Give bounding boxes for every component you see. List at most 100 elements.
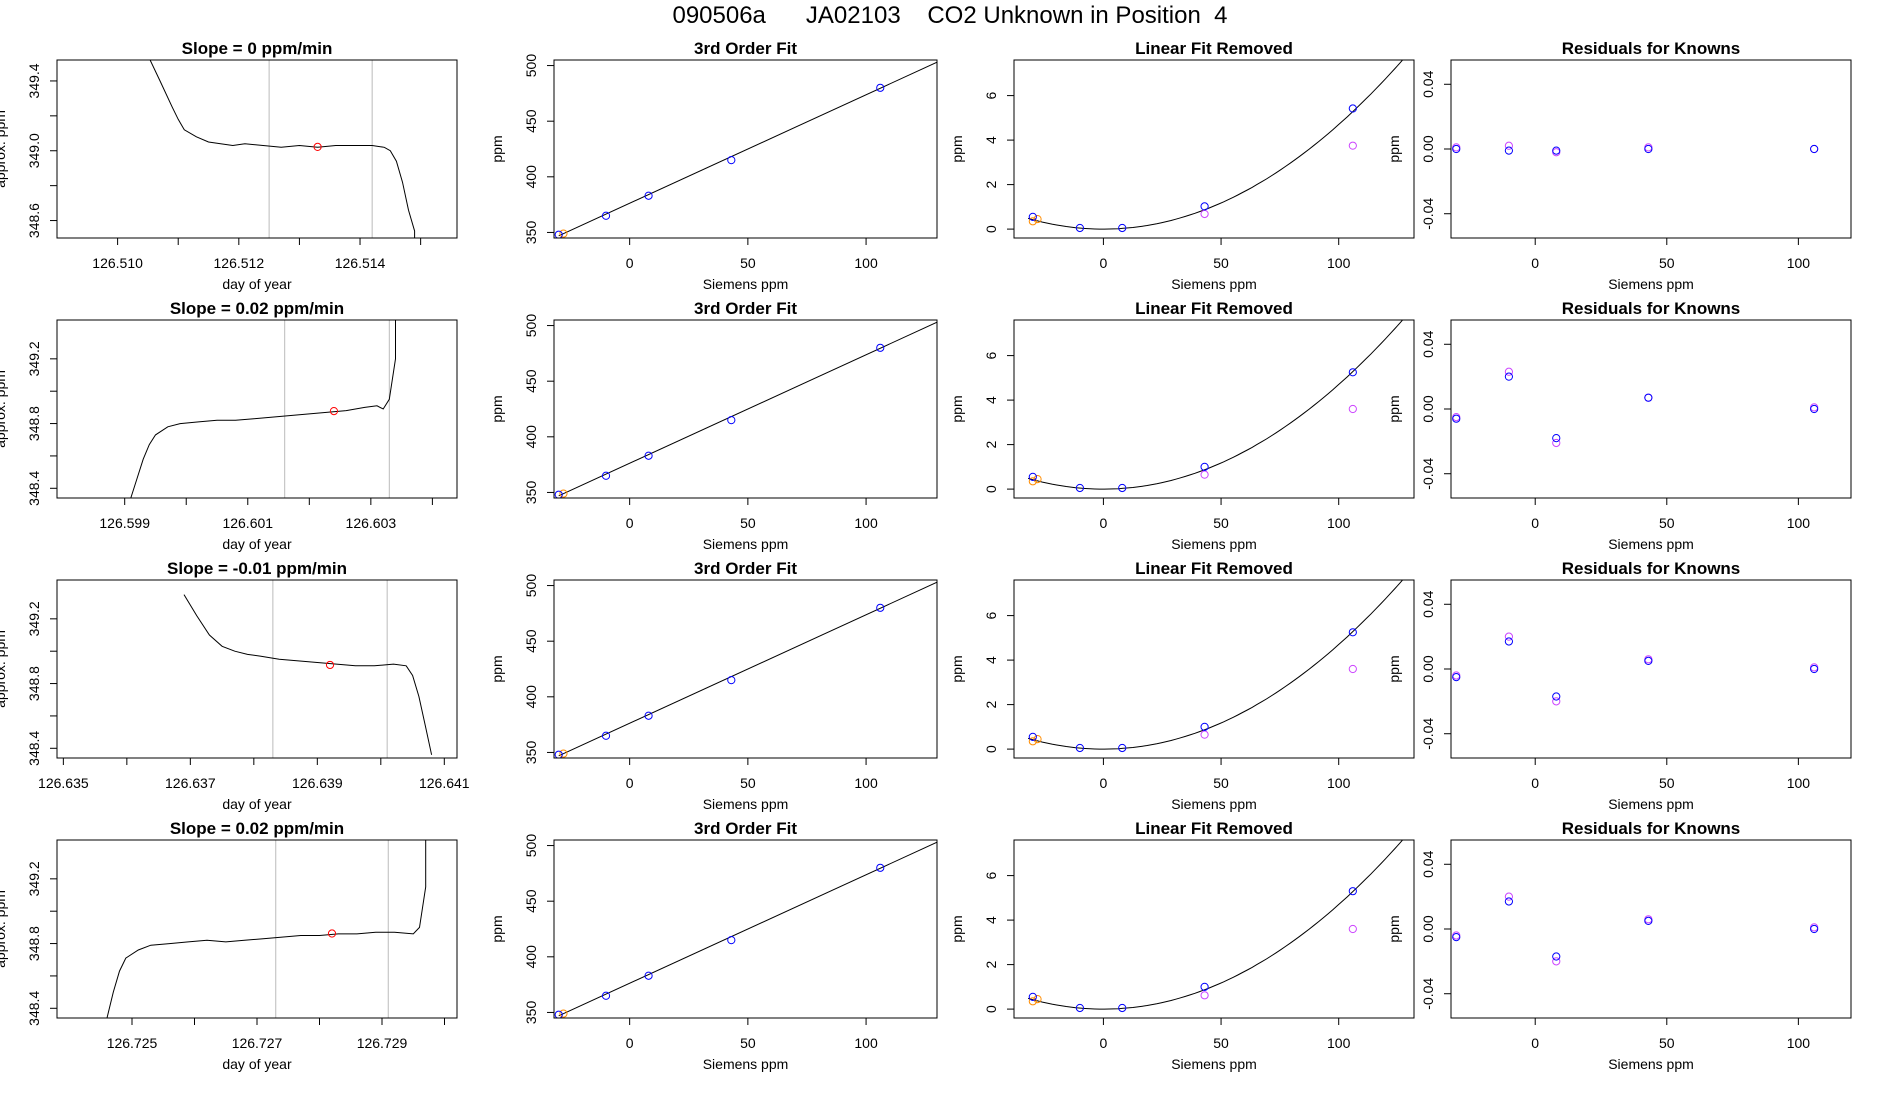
x-axis-label: Siemens ppm <box>703 536 789 552</box>
x-tick-label: 100 <box>1327 775 1351 791</box>
fit-line <box>558 841 937 1017</box>
x-axis-label: Siemens ppm <box>1171 276 1257 292</box>
x-tick-label: 50 <box>740 255 756 271</box>
x-tick-label: 0 <box>626 255 634 271</box>
standard-point <box>601 471 611 480</box>
x-tick-label: 126.601 <box>222 515 273 531</box>
y-axis-label: ppm <box>1386 395 1402 422</box>
y-tick-label: 348.4 <box>26 991 42 1026</box>
panel-2-2: 3rd Order Fit Siemens ppm ppm 0 50 100 350 400 4… <box>489 299 938 552</box>
series-trace <box>149 60 416 238</box>
panel-title: Linear Fit Removed <box>1135 819 1293 838</box>
standard-point <box>1810 924 1819 934</box>
fitted-point <box>1504 367 1513 376</box>
standard-point <box>1644 393 1653 402</box>
y-tick-label: 0.00 <box>1420 395 1436 422</box>
x-tick-label: 100 <box>1327 515 1351 531</box>
title-tank-id: JA02103 <box>805 2 901 29</box>
y-axis-label: ppm <box>489 655 505 682</box>
standard-point <box>554 750 563 758</box>
fitted-point <box>1200 730 1209 739</box>
x-tick-label: 0 <box>1100 515 1108 531</box>
x-tick-label: 50 <box>1659 255 1675 271</box>
first-standard-point <box>1033 474 1042 484</box>
x-tick-label: 126.512 <box>214 255 265 271</box>
y-tick-label: 4 <box>983 396 999 404</box>
x-tick-label: 50 <box>1213 775 1229 791</box>
y-tick-label: 0.04 <box>1420 330 1436 357</box>
y-tick-label: 6 <box>983 611 999 619</box>
x-tick-label: 100 <box>854 1035 878 1051</box>
standard-point <box>876 863 885 872</box>
standard-point <box>1552 692 1561 701</box>
fitted-point <box>1552 957 1561 966</box>
fit-curve <box>1027 60 1404 230</box>
panel-1-2: 3rd Order Fit Siemens ppm ppm 0 50 100 350 400 4… <box>489 39 938 292</box>
panel-frame <box>1450 579 1852 759</box>
panel-frame <box>1013 319 1415 499</box>
y-tick-label: 400 <box>523 685 539 709</box>
panel-3-4: Residuals for Knowns Siemens ppm ppm 0 50 100… <box>1386 559 1852 812</box>
y-axis-label: ppm <box>1386 655 1402 682</box>
series-trace <box>130 320 396 498</box>
panel-frame <box>1450 839 1852 1019</box>
y-tick-label: 349.2 <box>26 601 42 636</box>
standard-point <box>727 936 736 945</box>
y-axis-label: ppm <box>489 135 505 162</box>
panel-frame <box>1013 59 1415 239</box>
y-tick-label: 0.00 <box>1420 655 1436 682</box>
x-tick-label: 100 <box>1787 515 1811 531</box>
y-tick-label: 400 <box>523 165 539 189</box>
x-tick-label: 126.727 <box>232 1035 283 1051</box>
fit-line <box>558 581 937 757</box>
fitted-point <box>1644 655 1653 664</box>
y-tick-label: 349.2 <box>26 341 42 376</box>
fitted-point <box>1452 671 1461 680</box>
standard-point <box>1118 483 1127 493</box>
y-tick-label: -0.04 <box>1420 978 1436 1010</box>
standard-point <box>1452 932 1461 942</box>
plot-area <box>1027 840 1404 1013</box>
x-tick-label: 126.635 <box>38 775 89 791</box>
panel-frame <box>56 579 458 759</box>
panel-frame <box>1013 839 1415 1019</box>
standard-point <box>727 416 736 425</box>
x-tick-label: 126.729 <box>357 1035 408 1051</box>
panel-frame <box>553 579 938 759</box>
first-standard-point <box>559 229 568 238</box>
x-tick-label: 126.725 <box>107 1035 158 1051</box>
standard-point <box>1452 414 1461 423</box>
panel-title: Residuals for Knowns <box>1562 299 1741 318</box>
y-tick-label: -0.04 <box>1420 198 1436 230</box>
y-tick-label: 0 <box>983 225 999 233</box>
series-trace <box>106 840 427 1018</box>
x-tick-label: 100 <box>1787 255 1811 271</box>
x-tick-label: 50 <box>1213 515 1229 531</box>
x-tick-label: 50 <box>1659 1035 1675 1051</box>
x-axis-label: Siemens ppm <box>1171 1056 1257 1072</box>
standard-point <box>1075 223 1084 233</box>
plot-area <box>1027 320 1404 493</box>
x-tick-label: 126.514 <box>335 255 386 271</box>
fitted-point <box>1644 143 1653 152</box>
standard-point <box>601 991 611 1000</box>
x-axis-label: Siemens ppm <box>703 276 789 292</box>
panel-1-4: Residuals for Knowns Siemens ppm ppm 0 50 100… <box>1386 39 1852 292</box>
standard-point <box>1118 223 1127 233</box>
x-axis-label: Siemens ppm <box>1171 796 1257 812</box>
standard-point <box>876 343 885 352</box>
x-tick-label: 100 <box>854 255 878 271</box>
y-tick-label: 6 <box>983 91 999 99</box>
y-axis-label: approx. ppm <box>0 110 8 188</box>
standard-point <box>1028 992 1037 1001</box>
y-tick-label: 348.4 <box>26 471 42 506</box>
y-tick-label: 348.6 <box>26 203 42 238</box>
panel-title: Residuals for Knowns <box>1562 39 1741 58</box>
panel-title: Residuals for Knowns <box>1562 559 1741 578</box>
fitted-point <box>1200 470 1209 479</box>
y-tick-label: 348.8 <box>26 406 42 441</box>
y-tick-label: 349.2 <box>26 861 42 896</box>
unknown-point <box>327 929 337 938</box>
y-axis-label: ppm <box>949 655 965 682</box>
y-axis-label: ppm <box>949 915 965 942</box>
